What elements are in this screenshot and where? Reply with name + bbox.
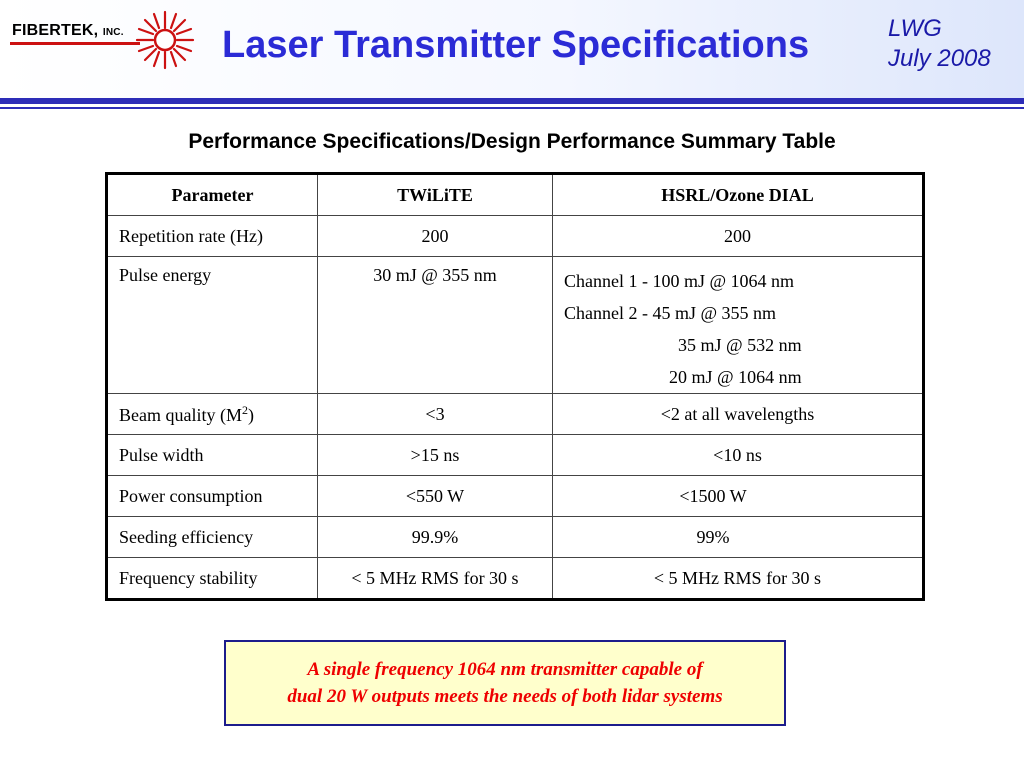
twilite-cell: >15 ns	[317, 434, 553, 476]
summary-callout: A single frequency 1064 nm transmitter c…	[224, 640, 786, 726]
page-title: Laser Transmitter Specifications	[222, 24, 810, 66]
starburst-logo-icon	[135, 10, 195, 70]
table-row: Repetition rate (Hz) 200 200	[106, 215, 924, 257]
table-row: Pulse energy 30 mJ @ 355 nm Channel 1 - …	[106, 256, 924, 394]
table-header-row: Parameter TWiLiTE HSRL/Ozone DIAL	[106, 173, 924, 216]
callout-line-2: dual 20 W outputs meets the needs of bot…	[287, 686, 723, 707]
corner-label: LWG July 2008	[888, 14, 991, 74]
logo-name: FIBERTEK,	[12, 22, 99, 39]
channel-line: Channel 2 - 45 mJ @ 355 nm	[564, 303, 777, 323]
hsrl-cell: <1500 W	[552, 475, 924, 517]
param-cell: Beam quality (M2)	[106, 393, 318, 435]
channel-line: 35 mJ @ 532 nm	[678, 335, 802, 355]
param-cell: Power consumption	[106, 475, 318, 517]
param-cell: Repetition rate (Hz)	[106, 215, 318, 257]
hsrl-cell: 99%	[552, 516, 924, 558]
header-band	[0, 0, 1024, 100]
param-cell: Pulse width	[106, 434, 318, 476]
param-superscript: 2	[241, 402, 248, 417]
header-rule-thin	[0, 107, 1024, 109]
spec-table: Parameter TWiLiTE HSRL/Ozone DIAL Repeti…	[105, 172, 925, 601]
twilite-cell: 30 mJ @ 355 nm	[317, 256, 553, 394]
channel-line: Channel 1 - 100 mJ @ 1064 nm	[564, 271, 795, 291]
header-parameter: Parameter	[106, 173, 318, 216]
hsrl-cell: < 5 MHz RMS for 30 s	[552, 557, 924, 600]
param-cell: Frequency stability	[106, 557, 318, 600]
twilite-cell: 99.9%	[317, 516, 553, 558]
table-row: Seeding efficiency 99.9% 99%	[106, 516, 924, 558]
corner-line-2: July 2008	[888, 45, 991, 72]
twilite-cell: <550 W	[317, 475, 553, 517]
table-row: Pulse width >15 ns <10 ns	[106, 434, 924, 476]
header-twilite: TWiLiTE	[317, 173, 553, 216]
table-subtitle: Performance Specifications/Design Perfor…	[188, 130, 836, 153]
table-row: Beam quality (M2) <3 <2 at all wavelengt…	[106, 393, 924, 435]
channel-line: 20 mJ @ 1064 nm	[669, 367, 802, 387]
param-end: )	[247, 404, 254, 425]
hsrl-cell: <2 at all wavelengths	[552, 393, 924, 435]
hsrl-cell: Channel 1 - 100 mJ @ 1064 nm Channel 2 -…	[552, 256, 924, 394]
header-rule-thick	[0, 98, 1024, 104]
hsrl-cell: <10 ns	[552, 434, 924, 476]
company-logo-text: FIBERTEK, INC.	[12, 22, 124, 40]
callout-line-1: A single frequency 1064 nm transmitter c…	[307, 659, 703, 680]
param-cell: Pulse energy	[106, 256, 318, 394]
param-main: Beam quality (M	[119, 404, 242, 425]
twilite-cell: 200	[317, 215, 553, 257]
param-cell: Seeding efficiency	[106, 516, 318, 558]
table-row: Frequency stability < 5 MHz RMS for 30 s…	[106, 557, 924, 600]
twilite-cell: <3	[317, 393, 553, 435]
corner-line-1: LWG	[888, 15, 942, 42]
header-hsrl: HSRL/Ozone DIAL	[552, 173, 924, 216]
logo-underline	[10, 42, 140, 45]
twilite-cell: < 5 MHz RMS for 30 s	[317, 557, 553, 600]
hsrl-cell: 200	[552, 215, 924, 257]
table-row: Power consumption <550 W <1500 W	[106, 475, 924, 517]
logo-suffix: INC.	[102, 27, 124, 38]
